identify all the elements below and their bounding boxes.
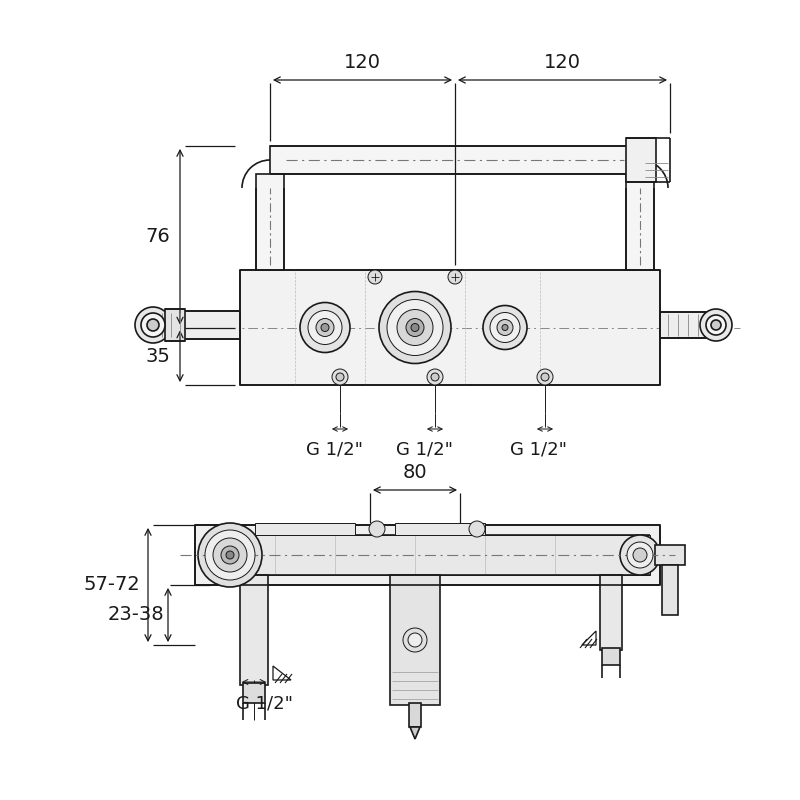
Circle shape: [537, 369, 553, 385]
Bar: [270, 146, 640, 174]
Text: 35: 35: [145, 346, 170, 366]
Bar: [626, 174, 654, 270]
Circle shape: [135, 307, 171, 343]
Bar: [255, 523, 355, 535]
Circle shape: [403, 628, 427, 652]
Bar: [660, 312, 725, 338]
Bar: [195, 525, 660, 585]
Circle shape: [336, 373, 344, 381]
Circle shape: [431, 373, 439, 381]
Circle shape: [627, 542, 653, 568]
Circle shape: [368, 270, 382, 284]
Text: 23-38: 23-38: [107, 606, 164, 625]
Bar: [602, 648, 620, 665]
Bar: [390, 575, 440, 705]
Circle shape: [406, 318, 424, 337]
Bar: [409, 703, 421, 727]
Circle shape: [226, 551, 234, 559]
Circle shape: [198, 523, 262, 587]
Text: G 1/2": G 1/2": [235, 695, 293, 713]
Circle shape: [700, 309, 732, 341]
Circle shape: [379, 291, 451, 363]
Circle shape: [308, 310, 342, 345]
Text: 120: 120: [544, 53, 581, 72]
Bar: [395, 523, 485, 535]
Circle shape: [387, 299, 443, 355]
Text: G 1/2": G 1/2": [397, 440, 454, 458]
Circle shape: [711, 320, 721, 330]
Circle shape: [483, 306, 527, 350]
Polygon shape: [410, 727, 420, 739]
Circle shape: [502, 325, 508, 330]
Bar: [165, 309, 185, 341]
Bar: [600, 575, 622, 650]
Circle shape: [490, 313, 520, 342]
Circle shape: [497, 319, 513, 335]
Bar: [655, 545, 685, 565]
Circle shape: [706, 315, 726, 335]
Circle shape: [221, 546, 239, 564]
Circle shape: [448, 270, 462, 284]
Text: G 1/2": G 1/2": [510, 440, 566, 458]
Circle shape: [397, 310, 433, 346]
Circle shape: [147, 319, 159, 331]
Bar: [662, 565, 678, 615]
Text: 80: 80: [402, 463, 427, 482]
Circle shape: [300, 302, 350, 353]
Circle shape: [427, 369, 443, 385]
Circle shape: [141, 313, 165, 337]
Bar: [243, 683, 265, 703]
Circle shape: [411, 323, 419, 331]
Bar: [145, 311, 240, 339]
Text: 76: 76: [146, 227, 170, 246]
Circle shape: [369, 521, 385, 537]
Text: 57-72: 57-72: [83, 575, 140, 594]
Circle shape: [332, 369, 348, 385]
Circle shape: [408, 633, 422, 647]
Text: G 1/2": G 1/2": [306, 440, 363, 458]
Circle shape: [541, 373, 549, 381]
Circle shape: [633, 548, 647, 562]
Bar: [205, 535, 650, 575]
Bar: [240, 575, 268, 685]
Circle shape: [321, 323, 329, 331]
Bar: [240, 270, 660, 385]
Circle shape: [205, 530, 255, 580]
Bar: [256, 174, 284, 270]
Circle shape: [213, 538, 247, 572]
Circle shape: [469, 521, 485, 537]
Bar: [626, 138, 656, 182]
Text: 120: 120: [344, 53, 381, 72]
Circle shape: [620, 535, 660, 575]
Circle shape: [316, 318, 334, 337]
